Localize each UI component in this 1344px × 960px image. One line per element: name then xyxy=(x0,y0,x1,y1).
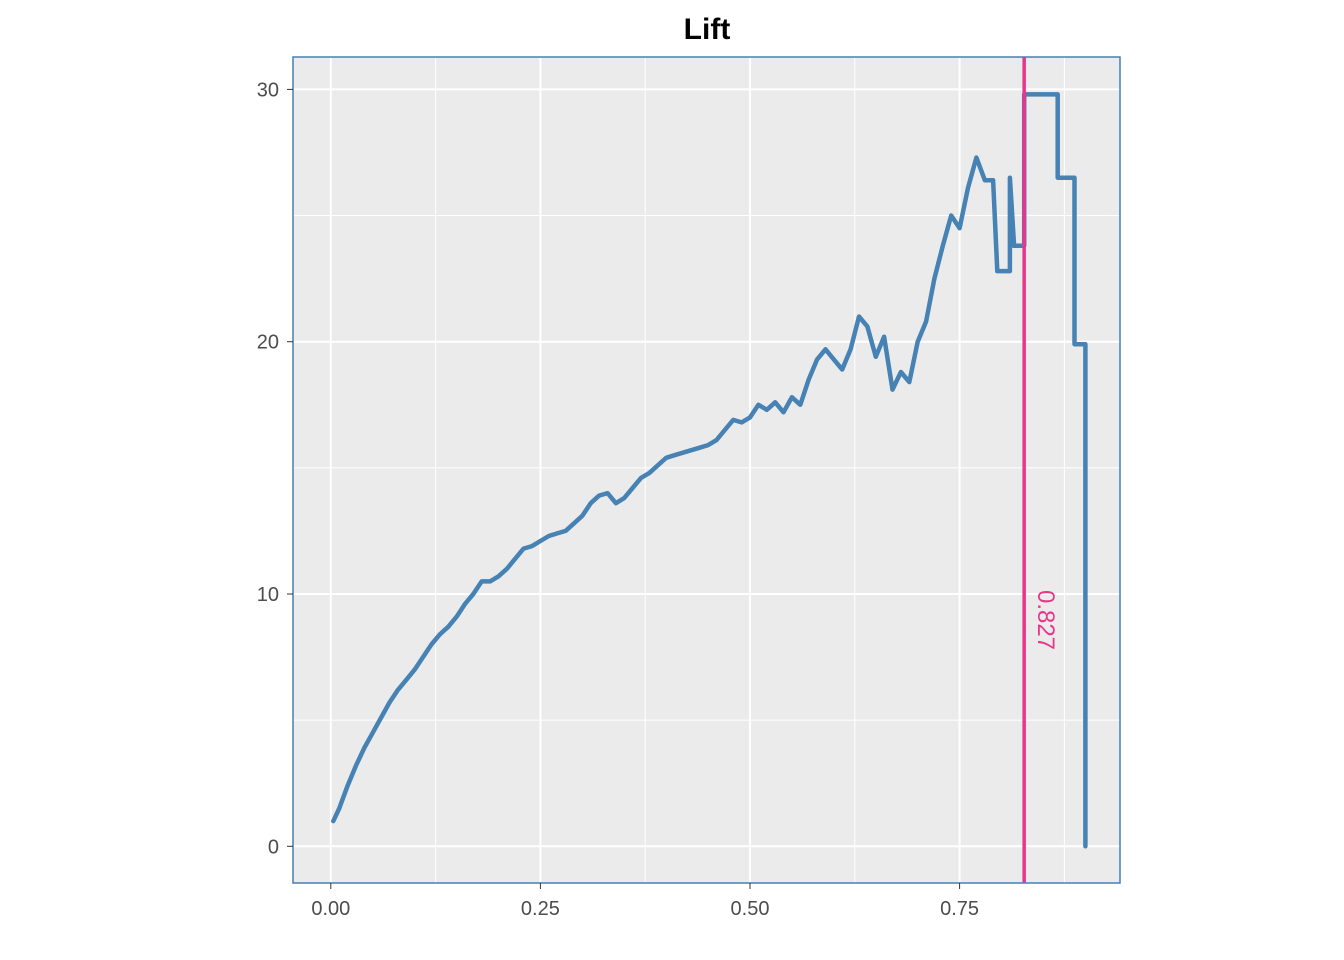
plot-panel xyxy=(293,57,1120,883)
panel-border xyxy=(292,56,1121,884)
major-gridlines xyxy=(293,57,1120,883)
x-tick-label: 0.75 xyxy=(940,898,979,920)
y-tick-label: 0 xyxy=(268,836,279,858)
y-tick-label: 20 xyxy=(257,332,279,354)
x-axis-ticks: 0.00 0.25 0.50 0.75 xyxy=(311,883,979,920)
y-tick-label: 10 xyxy=(257,584,279,606)
x-tick-label: 0.00 xyxy=(311,898,350,920)
y-tick-label: 30 xyxy=(257,79,279,101)
x-tick-label: 0.25 xyxy=(521,898,560,920)
chart-title: Lift xyxy=(684,13,731,46)
threshold-label: 0.827 xyxy=(1032,590,1059,650)
y-axis-ticks: 0 10 20 30 xyxy=(257,79,293,858)
minor-gridlines xyxy=(293,57,1120,883)
lift-series-line xyxy=(331,92,1088,849)
x-tick-label: 0.50 xyxy=(731,898,770,920)
